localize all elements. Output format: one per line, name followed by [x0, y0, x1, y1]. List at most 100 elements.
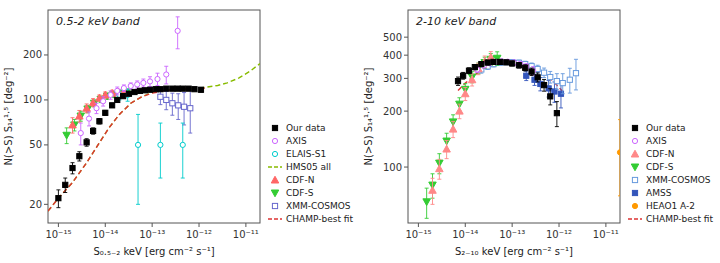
error-bar — [548, 89, 552, 105]
x-tick — [512, 223, 513, 227]
x-tick-label: 10⁻¹⁴ — [92, 229, 118, 240]
data-point — [491, 59, 496, 64]
panel: 10⁻¹⁵10⁻¹⁴10⁻¹³10⁻¹²10⁻¹¹2050100200S₀.₅₋… — [3, 10, 353, 257]
data-point — [128, 83, 133, 88]
data-point — [535, 75, 540, 80]
error-bar — [542, 79, 546, 91]
data-point — [86, 116, 91, 121]
data-point — [573, 71, 578, 76]
error-bar — [473, 65, 477, 70]
error-bar — [109, 91, 113, 99]
legend-label: CDF-S — [286, 188, 314, 198]
error-bar — [486, 60, 490, 64]
data-point — [455, 79, 460, 84]
legend-swatch — [631, 164, 639, 171]
data-point — [110, 103, 115, 108]
data-point — [529, 69, 534, 74]
data-point — [91, 128, 96, 133]
scatter-series — [423, 52, 501, 218]
error-bar — [542, 68, 546, 78]
error-bar — [143, 89, 147, 92]
x-axis-label: S₂₋₁₀ keV [erg cm⁻² s⁻¹] — [455, 246, 573, 257]
error-bar — [154, 88, 158, 91]
scatter-series — [524, 71, 564, 108]
error-bar — [479, 62, 483, 67]
data-point — [462, 90, 470, 97]
error-bar — [555, 74, 559, 90]
error-bar — [95, 103, 99, 113]
error-bar — [536, 65, 540, 73]
data-point — [142, 88, 147, 93]
legend-label: XMM-COSMOS — [646, 175, 711, 185]
error-bar — [491, 60, 495, 64]
legend-label: XMM-COSMOS — [286, 201, 351, 211]
error-bar — [115, 87, 119, 95]
scatter-series — [117, 89, 186, 204]
y-tick — [44, 99, 48, 100]
error-bar — [79, 123, 83, 145]
legend-swatch — [631, 150, 639, 157]
data-point — [436, 165, 444, 172]
scatter-series — [475, 59, 536, 75]
data-point — [181, 104, 186, 109]
y-tick-label: 20 — [29, 199, 42, 210]
x-tick — [58, 223, 59, 227]
legend-swatch — [632, 125, 637, 130]
legend-label: AXIS — [646, 136, 667, 146]
data-point — [198, 87, 203, 92]
legend-swatch — [272, 151, 277, 156]
data-point — [147, 79, 152, 84]
error-bar — [158, 123, 162, 178]
data-point — [108, 92, 113, 97]
data-point — [617, 150, 620, 155]
error-bar — [115, 98, 119, 102]
legend-label: CDF-S — [646, 162, 674, 172]
y-tick — [44, 54, 48, 55]
legend-swatch — [272, 203, 277, 208]
data-point — [423, 199, 431, 206]
legend-label: Our data — [646, 123, 686, 133]
x-tick-label: 10⁻¹¹ — [593, 229, 619, 240]
data-point — [461, 73, 466, 78]
error-bar — [122, 85, 126, 91]
y-tick-label: 100 — [383, 162, 402, 173]
data-point — [510, 61, 515, 66]
data-point — [186, 86, 191, 91]
legend-swatch — [632, 177, 637, 182]
error-bar — [77, 152, 81, 161]
error-bar — [127, 92, 131, 96]
y-tick — [404, 111, 408, 112]
scatter-series — [617, 120, 620, 196]
data-point — [188, 106, 193, 111]
legend-label: HEAO1 A-2 — [646, 201, 695, 211]
plot-frame — [408, 10, 620, 223]
x-tick-label: 10⁻¹³ — [499, 229, 525, 240]
error-bar — [129, 83, 133, 89]
legend-label: CDF-N — [646, 149, 674, 159]
data-point — [69, 121, 77, 128]
error-bar — [164, 87, 168, 90]
error-bar — [561, 74, 565, 94]
error-bar — [555, 102, 559, 127]
legend-label: AMSS — [646, 188, 672, 198]
data-point — [155, 76, 160, 81]
error-bar — [504, 60, 508, 64]
error-bar — [132, 90, 136, 93]
error-bar — [138, 89, 142, 92]
data-point — [175, 28, 180, 33]
y-tick-label: 50 — [29, 139, 42, 150]
error-bar — [199, 88, 203, 92]
error-bar — [170, 93, 174, 115]
data-area — [423, 52, 620, 219]
data-point — [135, 142, 140, 147]
error-bar — [548, 71, 552, 83]
data-point — [84, 140, 89, 145]
error-bar — [176, 94, 180, 120]
line-series — [458, 61, 563, 91]
error-bar — [176, 17, 180, 49]
data-point — [164, 86, 169, 91]
data-point — [504, 60, 509, 65]
data-point — [497, 59, 502, 64]
data-area — [48, 17, 260, 211]
data-point — [94, 106, 99, 111]
